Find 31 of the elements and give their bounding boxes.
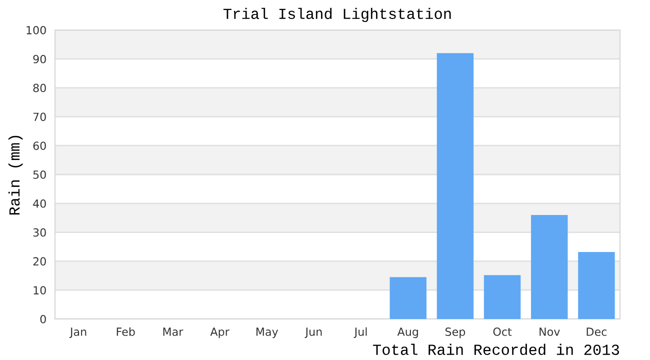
chart-title: Trial Island Lightstation [223,8,451,22]
bar [531,214,568,319]
x-tick-label: Sep [445,328,466,338]
bar [484,275,521,319]
y-tick-label: 40 [33,199,46,208]
y-axis-title: Rain (mm) [8,136,23,215]
x-tick-label: Oct [493,328,512,336]
y-tick-label: 10 [34,286,46,294]
y-tick-label: 70 [33,112,46,122]
y-tick-label: 100 [26,26,46,34]
y-tick-label: 0 [40,314,46,324]
x-tick-label: Feb [116,327,135,336]
y-tick-label: 90 [33,54,46,64]
y-tick-label: 80 [33,84,46,92]
x-tick-label: Nov [540,328,560,336]
x-tick-label: Jul [354,327,367,338]
bar [578,252,615,319]
bar [390,277,426,319]
text: Total Rain Recorded in 2013 [373,344,620,356]
y-tick-label: 30 [33,228,46,237]
x-tick-label: Jun [304,328,322,338]
x-tick-label: Aug [397,328,418,338]
x-tick-label: Mar [163,328,184,336]
bar [436,53,474,319]
y-tick-label: 20 [33,257,46,266]
x-tick-label: Jan [69,328,86,338]
x-tick-label: Apr [210,328,230,338]
x-tick-label: Dec [586,328,607,336]
y-tick-label: 60 [33,142,46,150]
y-tick-label: 50 [33,170,46,179]
x-tick-label: May [256,328,278,338]
